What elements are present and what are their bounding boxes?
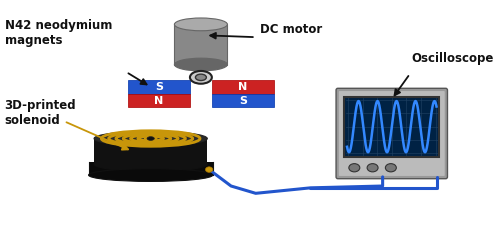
Bar (174, 24, 228, 65)
Ellipse shape (94, 157, 208, 171)
Ellipse shape (349, 164, 360, 172)
Ellipse shape (174, 58, 228, 71)
Text: 3D-printed
solenoid: 3D-printed solenoid (4, 99, 76, 127)
Ellipse shape (88, 169, 213, 181)
Ellipse shape (386, 164, 396, 172)
Bar (128, 94, 190, 108)
Text: S: S (155, 82, 163, 92)
Ellipse shape (367, 164, 378, 172)
Bar (344, 97, 440, 157)
Ellipse shape (94, 131, 208, 146)
Text: S: S (239, 96, 247, 106)
Bar (198, 63, 204, 77)
Ellipse shape (196, 74, 206, 81)
Text: N42 neodymium
magnets: N42 neodymium magnets (4, 19, 112, 47)
Bar (94, 139, 208, 164)
Ellipse shape (147, 137, 154, 140)
Text: N: N (154, 96, 164, 106)
Ellipse shape (190, 71, 212, 84)
Bar (128, 80, 190, 94)
FancyBboxPatch shape (339, 91, 444, 176)
Bar (212, 80, 274, 94)
Text: Oscilloscope: Oscilloscope (412, 52, 494, 65)
Text: DC motor: DC motor (260, 23, 322, 36)
Bar (88, 162, 213, 175)
Text: N: N (238, 82, 248, 92)
FancyBboxPatch shape (336, 88, 448, 179)
Ellipse shape (174, 18, 228, 31)
Ellipse shape (206, 167, 213, 172)
Bar (212, 94, 274, 108)
